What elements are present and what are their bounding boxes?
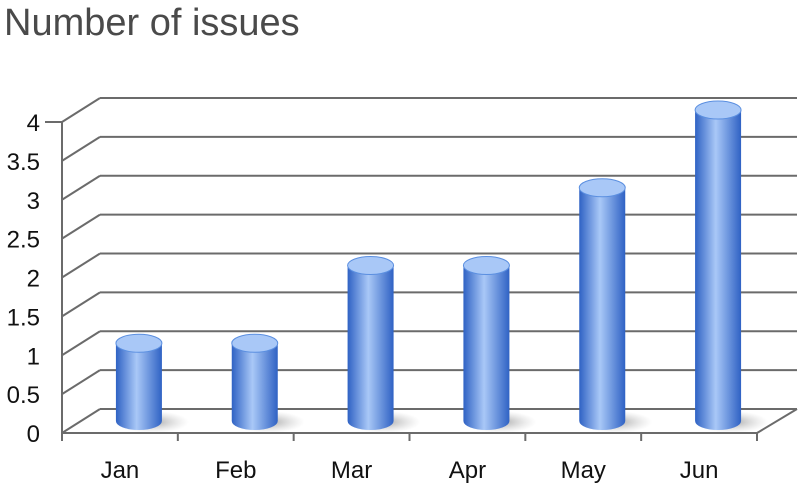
gridline-depth (61, 174, 101, 201)
bar-top (115, 333, 163, 353)
y-tick-label: 0.5 (7, 382, 40, 409)
y-tick-label: 3 (27, 188, 40, 215)
floor-right-edge (756, 408, 798, 434)
y-tick-label: 2 (27, 266, 40, 293)
bar-jan (115, 333, 189, 433)
bar-body (347, 265, 394, 430)
bar-apr (462, 256, 537, 433)
bar-body (231, 343, 278, 430)
y-tick-label: 1.5 (7, 304, 40, 331)
bar-jun (694, 100, 768, 433)
y-axis (45, 121, 798, 441)
chart-title: Number of issues (4, 2, 300, 44)
bar-top (231, 333, 279, 353)
bar-body (695, 110, 742, 430)
bar-top (347, 256, 395, 275)
x-tick-label: May (561, 457, 606, 484)
bar-body (463, 265, 510, 430)
bar-top (578, 178, 626, 198)
bar-top (694, 100, 742, 120)
x-tick-label: Mar (331, 457, 372, 484)
x-tick-label: Jan (101, 457, 140, 484)
bar-top (462, 256, 510, 275)
gridline-depth (61, 136, 101, 162)
gridline-depth (61, 369, 101, 395)
x-tick-label: Jun (680, 457, 719, 484)
y-tick-label: 0 (27, 421, 40, 448)
gridline-depth (61, 408, 101, 434)
x-tick-label: Apr (449, 457, 486, 484)
bars (115, 100, 768, 433)
bar-body (579, 187, 626, 430)
gridline-depth (61, 97, 101, 123)
gridlines (61, 97, 797, 434)
gridline-depth (61, 213, 101, 240)
y-tick-label: 1 (27, 343, 40, 370)
y-tick-label: 2.5 (7, 227, 40, 254)
y-tick-label: 3.5 (7, 149, 40, 176)
x-tick-label: Feb (215, 457, 256, 484)
bar-body (115, 343, 162, 430)
y-tick-label: 4 (27, 110, 40, 137)
bar-feb (231, 333, 305, 433)
x-tick-labels: Jan Feb Mar Apr May Jun (101, 457, 719, 484)
gridline-depth (61, 330, 101, 357)
gridline-depth (61, 252, 101, 279)
bar-mar (347, 256, 421, 433)
gridline-depth (61, 291, 101, 318)
bar-may (578, 178, 653, 433)
y-tick-labels: 0 0.5 1 1.5 2 2.5 3 3.5 4 (7, 110, 40, 448)
